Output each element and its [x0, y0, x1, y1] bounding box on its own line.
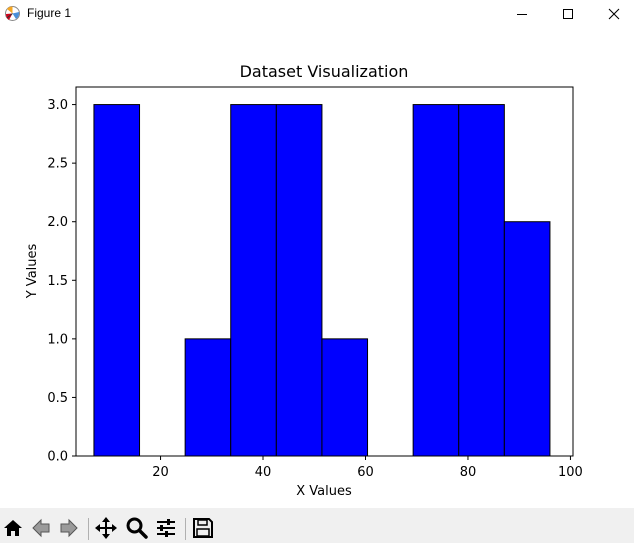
- y-tick-label: 1.0: [47, 332, 68, 347]
- y-tick-label: 2.0: [47, 215, 68, 230]
- floppy-disk-icon: [193, 518, 213, 538]
- save-button[interactable]: [191, 516, 215, 540]
- matplotlib-app-icon: [5, 6, 20, 21]
- toolbar-separator: [185, 518, 186, 540]
- move-icon: [95, 517, 117, 539]
- pan-button[interactable]: [94, 516, 118, 540]
- y-tick-label: 0.5: [47, 391, 68, 406]
- x-axis-ticks: 20 40 60 80 100: [152, 456, 583, 480]
- forward-arrow-icon: [60, 518, 78, 538]
- x-tick-label: 100: [558, 465, 583, 480]
- axes-frame: [75, 86, 574, 457]
- x-axis-label: X Values: [296, 484, 352, 499]
- close-icon: [608, 8, 620, 19]
- toolbar-separator: [88, 518, 89, 540]
- zoom-button[interactable]: [125, 516, 149, 540]
- back-arrow-icon: [32, 518, 50, 538]
- y-tick-label: 1.5: [47, 274, 68, 289]
- figure-canvas[interactable]: Dataset Visualization 20 40 60 80 100 0.0 0.5…: [0, 27, 634, 508]
- x-tick-label: 60: [357, 465, 374, 480]
- y-axis-label: Y Values: [25, 244, 40, 300]
- minimize-icon: [517, 13, 527, 15]
- y-tick-label: 0.0: [47, 450, 68, 465]
- title-bar: Figure 1: [0, 0, 634, 27]
- histogram-bar: [230, 104, 277, 457]
- minimize-button[interactable]: [499, 0, 545, 27]
- histogram-bar: [321, 338, 369, 457]
- close-button[interactable]: [591, 0, 634, 27]
- histogram-bar: [412, 104, 460, 457]
- x-tick-label: 20: [152, 465, 169, 480]
- histogram-bar: [458, 104, 505, 457]
- sliders-icon: [157, 519, 175, 537]
- y-axis-ticks: 0.0 0.5 1.0 1.5 2.0 2.5 3.0: [47, 98, 76, 465]
- window-title: Figure 1: [27, 6, 72, 20]
- home-icon: [4, 520, 22, 536]
- y-tick-label: 2.5: [47, 157, 68, 172]
- y-tick-label: 3.0: [47, 98, 68, 113]
- histogram-bar: [503, 221, 551, 457]
- home-button[interactable]: [1, 516, 25, 540]
- histogram-bar: [93, 104, 141, 457]
- maximize-icon: [563, 8, 573, 19]
- bars-group: [93, 104, 551, 457]
- maximize-button[interactable]: [545, 0, 591, 27]
- x-tick-label: 40: [255, 465, 272, 480]
- histogram-chart: Dataset Visualization 20 40 60 80 100 0.0 0.5…: [25, 62, 583, 499]
- back-button[interactable]: [29, 516, 53, 540]
- chart-title: Dataset Visualization: [240, 62, 409, 81]
- forward-button[interactable]: [57, 516, 81, 540]
- navigation-toolbar: [0, 508, 634, 543]
- configure-subplots-button[interactable]: [154, 516, 178, 540]
- histogram-bar: [275, 104, 323, 457]
- histogram-bar: [184, 338, 232, 457]
- x-tick-label: 80: [460, 465, 477, 480]
- magnifier-icon: [126, 517, 148, 539]
